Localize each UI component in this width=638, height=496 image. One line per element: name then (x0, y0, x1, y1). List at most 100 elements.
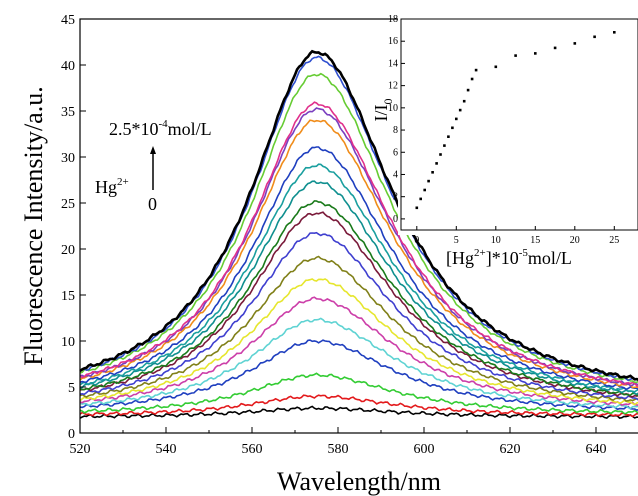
inset-data-point (514, 54, 517, 57)
emission-curve (79, 296, 638, 406)
main-x-tick-label: 640 (586, 442, 607, 457)
annotation-ion-charge: 2+ (117, 176, 129, 188)
annotation-ion-label: Hg2+ (95, 176, 129, 197)
annotation-top-unit: mol/L (168, 119, 212, 139)
main-y-tick-label: 30 (61, 151, 75, 166)
main-x-tick-label: 540 (156, 442, 177, 457)
inset-data-point (427, 179, 430, 183)
emission-curve (79, 180, 638, 395)
main-y-tick-label: 0 (68, 427, 75, 442)
inset-x-tick-label: 5 (454, 235, 459, 246)
emission-curve (79, 211, 638, 398)
emission-curve (79, 372, 638, 415)
inset-x-ticks: 0 5 10 15 20 25 (414, 226, 619, 246)
emission-curve (79, 317, 638, 410)
inset-x-tick-label: 20 (570, 235, 580, 246)
main-y-ticks: 0 5 10 15 20 25 30 35 40 45 (61, 13, 86, 442)
inset-data-point (573, 42, 577, 45)
inset-data-point (419, 197, 422, 201)
inset-data-point (415, 206, 419, 210)
inset-background (398, 17, 638, 235)
inset-points (415, 31, 616, 210)
inset-x-tick-label: 10 (491, 235, 501, 246)
emission-curve (79, 163, 638, 393)
main-y-tick-label: 35 (61, 105, 75, 120)
inset-x-tick-label: 25 (609, 235, 619, 246)
inset-x-tick-label: 0 (414, 235, 419, 246)
inset-y-tick-label: 0 (393, 214, 398, 225)
annotation-top-label: 2.5*10-4mol/L (109, 118, 212, 139)
inset-y-ticks: 0 2 4 6 8 10 12 14 16 18 (388, 14, 405, 225)
inset-y-tick-label: 18 (388, 14, 398, 25)
inset-data-point (458, 108, 462, 112)
emission-curve (79, 101, 638, 387)
main-y-tick-label: 45 (61, 13, 75, 28)
inset-x-label-exp: -5 (519, 247, 529, 259)
inset-y-tick-label: 10 (388, 103, 398, 114)
main-x-tick-label: 560 (242, 442, 263, 457)
emission-curve (79, 231, 638, 401)
annotation-ion-main: Hg (95, 177, 117, 197)
annotation-top-main: 2.5*10 (109, 119, 159, 139)
emission-curve (79, 339, 638, 412)
main-x-tick-label: 620 (500, 442, 521, 457)
annotation-arrow-head (150, 146, 156, 154)
main-y-tick-label: 40 (61, 59, 75, 74)
inset-y-label-main: I/I (371, 105, 391, 122)
inset-data-point (431, 171, 434, 174)
main-y-tick-label: 10 (61, 335, 75, 350)
main-y-tick-label: 25 (61, 197, 75, 212)
inset-x-label-main: [Hg (446, 248, 474, 268)
emission-curve (79, 200, 638, 397)
inset-x-tick-label: 15 (530, 235, 540, 246)
emission-curve (79, 72, 638, 384)
main-x-tick-label: 520 (70, 442, 91, 457)
main-x-tick-label: 600 (414, 442, 435, 457)
inset-data-point (474, 68, 478, 72)
emission-curves (79, 49, 638, 419)
emission-curve (79, 255, 638, 402)
emission-curve (79, 405, 638, 419)
main-x-tick-label: 580 (328, 442, 349, 457)
main-x-axis-label: Wavelength/nm (277, 467, 441, 496)
main-y-tick-label: 20 (61, 243, 75, 258)
inset-x-label-unit: mol/L (528, 248, 572, 268)
inset-data-point (435, 162, 438, 165)
inset-data-point (494, 65, 498, 69)
inset-data-point (443, 144, 446, 147)
inset-data-point (451, 126, 454, 130)
inset-plot: 0 5 10 15 20 25 0 2 4 6 8 10 12 14 16 18 [Hg2+]*10-5mo… (371, 14, 638, 268)
inset-data-point (470, 77, 474, 81)
inset-data-point (455, 117, 458, 121)
inset-frame (400, 18, 638, 231)
emission-curve (79, 55, 638, 382)
inset-y-tick-label: 12 (388, 81, 398, 92)
inset-data-point (439, 153, 442, 156)
main-plot-frame (79, 18, 638, 434)
emission-curve (79, 278, 638, 406)
main-y-tick-label: 5 (68, 381, 75, 396)
inset-x-axis-label: [Hg2+]*10-5mol/L (446, 247, 572, 268)
inset-data-point (447, 135, 450, 138)
inset-data-point (534, 52, 537, 55)
inset-y-tick-label: 8 (393, 125, 398, 136)
inset-y-label-sub: 0 (381, 99, 395, 105)
inset-y-tick-label: 14 (388, 58, 398, 69)
inset-y-tick-label: 16 (388, 36, 398, 47)
inset-data-point (553, 46, 557, 50)
annotation-start-label: 0 (148, 194, 157, 214)
inset-data-point (462, 99, 466, 103)
emission-curve (79, 394, 638, 418)
inset-data-point (613, 31, 616, 34)
main-y-axis-label: Fluorescence Intensity/a.u. (19, 86, 48, 365)
main-x-ticks: 520 540 560 580 600 620 640 (70, 427, 607, 457)
inset-x-label-mid: ]*10 (486, 248, 519, 268)
emission-curve (79, 49, 638, 381)
inset-y-tick-label: 2 (393, 192, 398, 203)
inset-data-point (423, 188, 426, 192)
inset-y-tick-label: 4 (393, 169, 398, 180)
inset-data-point (593, 35, 596, 39)
concentration-annotation: 2.5*10-4mol/L Hg2+ 0 (95, 118, 212, 214)
inset-y-tick-label: 6 (393, 147, 398, 158)
